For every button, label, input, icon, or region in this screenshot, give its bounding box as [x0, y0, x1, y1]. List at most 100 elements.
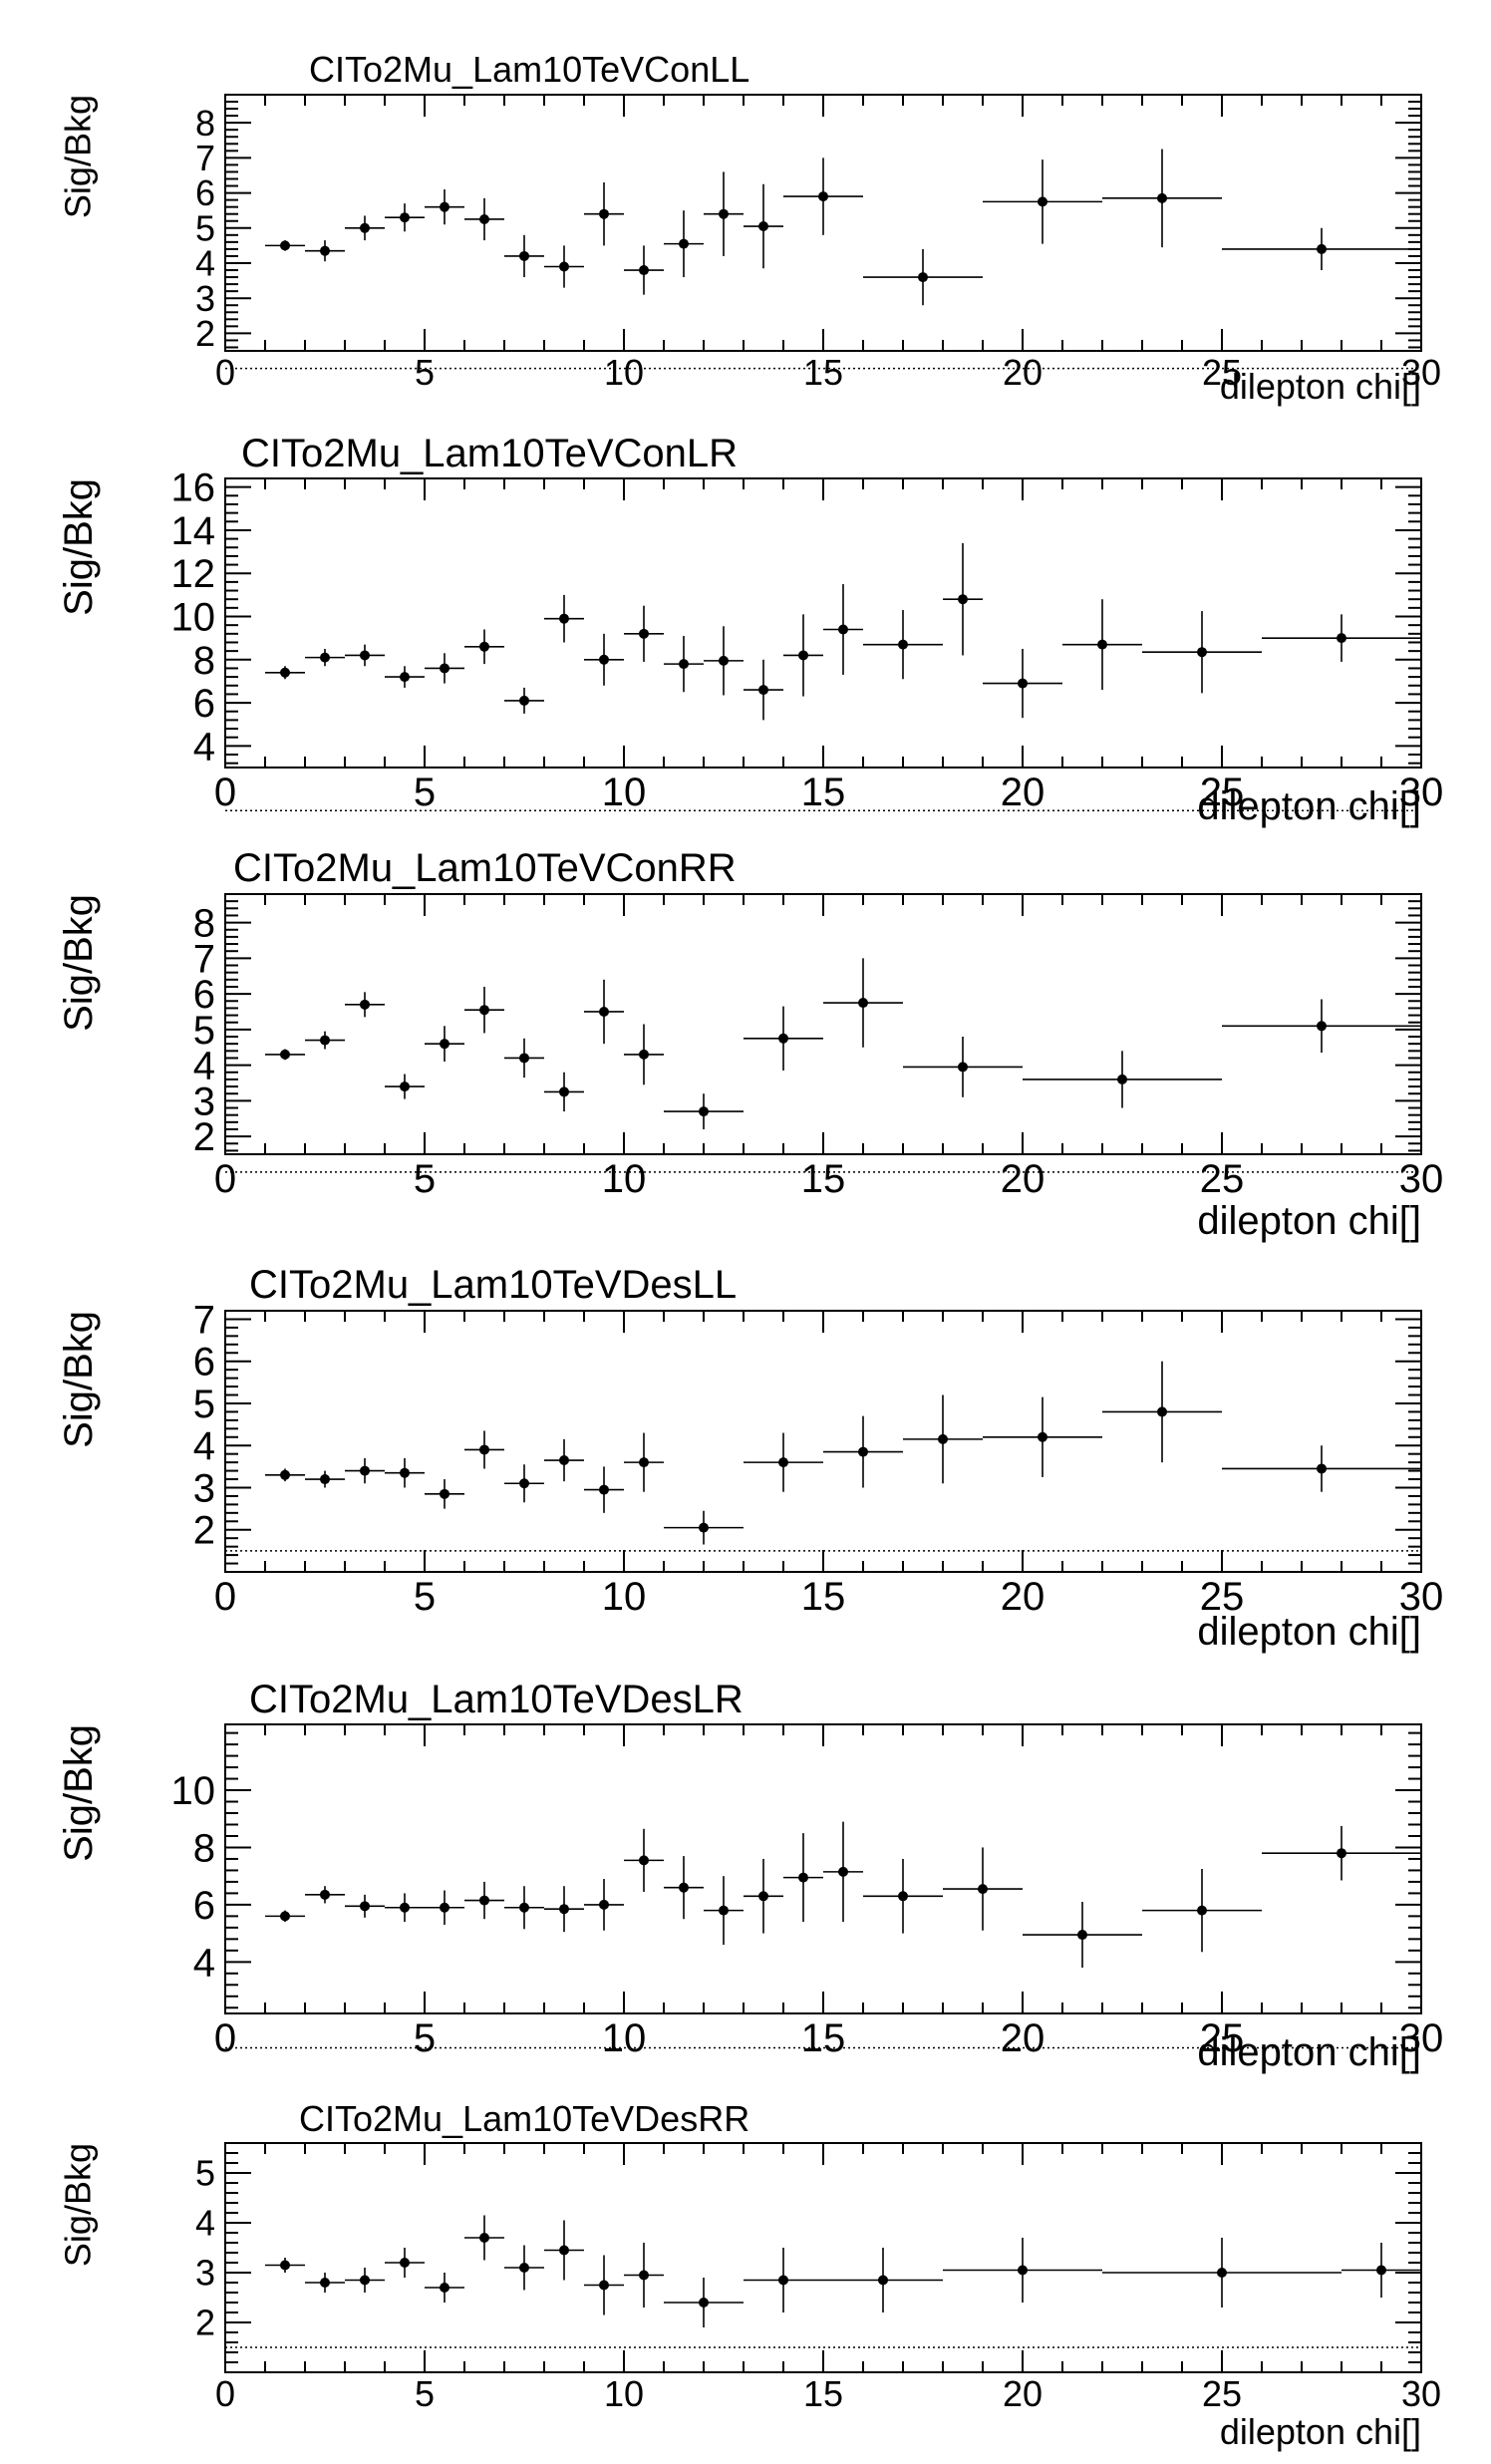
data-point [863, 610, 943, 680]
y-tick-label: 2 [193, 1509, 215, 1553]
data-point [624, 1024, 664, 1085]
data-point [345, 1457, 385, 1484]
chart-panel-4: 0 5 10 15 20 25 30234567CITo2Mu_Lam10TeVDesLLd… [57, 1263, 1443, 1654]
data-marker [758, 1891, 768, 1902]
data-marker [778, 1033, 788, 1044]
x-tick-label: 0 [214, 1575, 236, 1619]
x-tick-label: 15 [803, 2373, 843, 2414]
data-marker [1376, 2265, 1386, 2276]
data-point [345, 215, 385, 241]
y-tick-label: 3 [195, 278, 215, 319]
y-tick-label: 8 [193, 639, 215, 683]
y-tick-label: 12 [171, 552, 216, 596]
data-marker [758, 685, 768, 696]
chart-title: CITo2Mu_Lam10TeVConLL [309, 49, 749, 90]
data-marker [440, 663, 449, 674]
y-tick-label: 6 [193, 682, 215, 726]
data-marker [938, 1433, 948, 1444]
data-point [903, 1037, 1023, 1097]
data-marker [1217, 2268, 1227, 2278]
data-point [544, 2220, 584, 2281]
data-point [464, 986, 504, 1034]
data-marker [1157, 1406, 1167, 1417]
data-point [983, 1396, 1102, 1477]
data-point [305, 2273, 345, 2293]
x-tick-label: 25 [1200, 1575, 1245, 1619]
x-tick-label: 20 [1001, 770, 1045, 814]
x-axis-label: dilepton chi[] [1197, 2030, 1421, 2074]
y-tick-label: 16 [171, 466, 216, 510]
data-point [504, 2245, 544, 2291]
data-point [345, 1894, 385, 1918]
data-marker [280, 1911, 290, 1922]
y-tick-label: 2 [195, 313, 215, 354]
data-point [704, 626, 744, 696]
data-point [783, 157, 863, 235]
x-axis-label: dilepton chi[] [1197, 1199, 1421, 1243]
data-marker [519, 2263, 529, 2273]
data-marker [639, 1855, 649, 1866]
data-marker [1157, 192, 1167, 203]
data-marker [440, 1488, 449, 1499]
data-point [823, 584, 863, 675]
data-point [704, 1876, 744, 1946]
x-tick-label: 30 [1399, 2016, 1444, 2060]
data-point [504, 1464, 544, 1503]
data-point [504, 687, 544, 714]
data-marker [838, 624, 848, 635]
data-marker [778, 2275, 788, 2286]
x-tick-label: 30 [1401, 352, 1441, 393]
y-tick-label: 6 [193, 1341, 215, 1385]
data-point [903, 1394, 983, 1484]
data-point [544, 1886, 584, 1933]
data-point [744, 659, 783, 721]
data-point [305, 1031, 345, 1050]
y-tick-label: 4 [193, 725, 215, 769]
data-marker [519, 250, 529, 261]
data-marker [320, 1035, 330, 1046]
data-marker [1197, 1905, 1207, 1916]
y-tick-label: 6 [195, 172, 215, 213]
data-marker [1317, 243, 1327, 254]
data-point [823, 1415, 903, 1488]
x-tick-label: 5 [415, 352, 435, 393]
data-marker [599, 654, 609, 665]
y-tick-label: 4 [195, 2203, 215, 2244]
data-marker [898, 639, 908, 650]
y-axis-label: Sig/Bkg [57, 478, 101, 616]
x-tick-label: 0 [215, 352, 235, 393]
y-tick-label: 8 [193, 902, 215, 946]
data-marker [360, 2275, 370, 2286]
data-marker [1018, 2265, 1028, 2276]
y-tick-label: 7 [195, 138, 215, 178]
data-marker [679, 238, 689, 249]
data-point [464, 1881, 504, 1920]
x-tick-label: 15 [801, 2016, 846, 2060]
y-tick-label: 8 [195, 103, 215, 144]
data-marker [858, 1446, 868, 1457]
data-marker [858, 998, 868, 1009]
data-marker [559, 261, 569, 272]
x-tick-label: 30 [1399, 1575, 1444, 1619]
x-axis-label: dilepton chi[] [1197, 1610, 1421, 1654]
chart-title: CITo2Mu_Lam10TeVDesLR [249, 1678, 744, 1721]
x-tick-label: 10 [604, 2373, 644, 2414]
x-tick-label: 30 [1399, 770, 1444, 814]
y-tick-label: 14 [171, 509, 216, 553]
x-tick-label: 5 [414, 1575, 436, 1619]
data-point [624, 2243, 664, 2308]
data-marker [320, 1889, 330, 1900]
data-point [265, 1468, 305, 1482]
data-point [1222, 227, 1421, 271]
x-tick-label: 25 [1202, 352, 1242, 393]
data-point [504, 234, 544, 278]
data-marker [479, 641, 489, 652]
chart-panel-6: 0 5 10 15 20 25 30 2 3 4 5 CITo2Mu_Lam10TeVDesRRdil… [58, 2098, 1441, 2452]
x-tick-label: 30 [1401, 2373, 1441, 2414]
data-marker [719, 1905, 729, 1916]
y-tick-label: 3 [193, 1466, 215, 1510]
y-axis-label: Sig/Bkg [58, 95, 99, 218]
data-marker [280, 2260, 290, 2271]
data-point [983, 159, 1102, 244]
data-point [1222, 999, 1421, 1054]
